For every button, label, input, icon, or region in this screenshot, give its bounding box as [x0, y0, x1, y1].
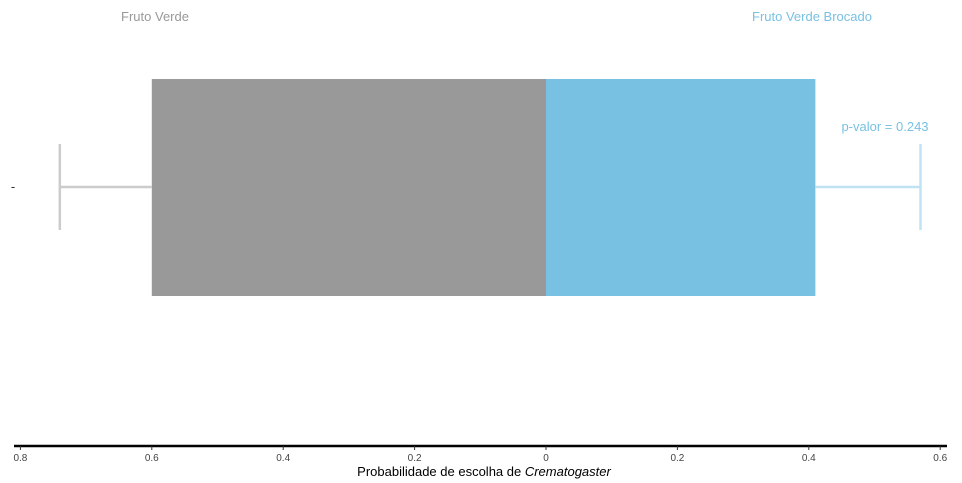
x-tick-label: 0.8	[13, 453, 27, 464]
legend-label-fruto-verde-brocado: Fruto Verde Brocado	[752, 9, 872, 24]
x-tick-label: 0.4	[276, 453, 290, 464]
x-axis-title-species: Crematogaster	[525, 464, 612, 479]
bar-fruto-verde-brocado	[546, 79, 816, 296]
p-value-annotation: p-valor = 0.243	[841, 119, 928, 134]
x-axis-title: Probabilidade de escolha de Crematogaste…	[357, 464, 611, 479]
bar-fruto-verde	[151, 79, 547, 296]
x-axis-title-prefix: Probabilidade de escolha de	[357, 464, 525, 479]
x-tick-label: 0.6	[145, 453, 159, 464]
legend-label-fruto-verde: Fruto Verde	[121, 9, 189, 24]
category-label: -	[11, 179, 15, 194]
x-tick-label: 0	[543, 453, 549, 464]
x-tick-label: 0.2	[408, 453, 422, 464]
x-tick-label: 0.4	[802, 453, 816, 464]
x-tick-label: 0.2	[670, 453, 684, 464]
x-tick-label: 0.6	[933, 453, 947, 464]
